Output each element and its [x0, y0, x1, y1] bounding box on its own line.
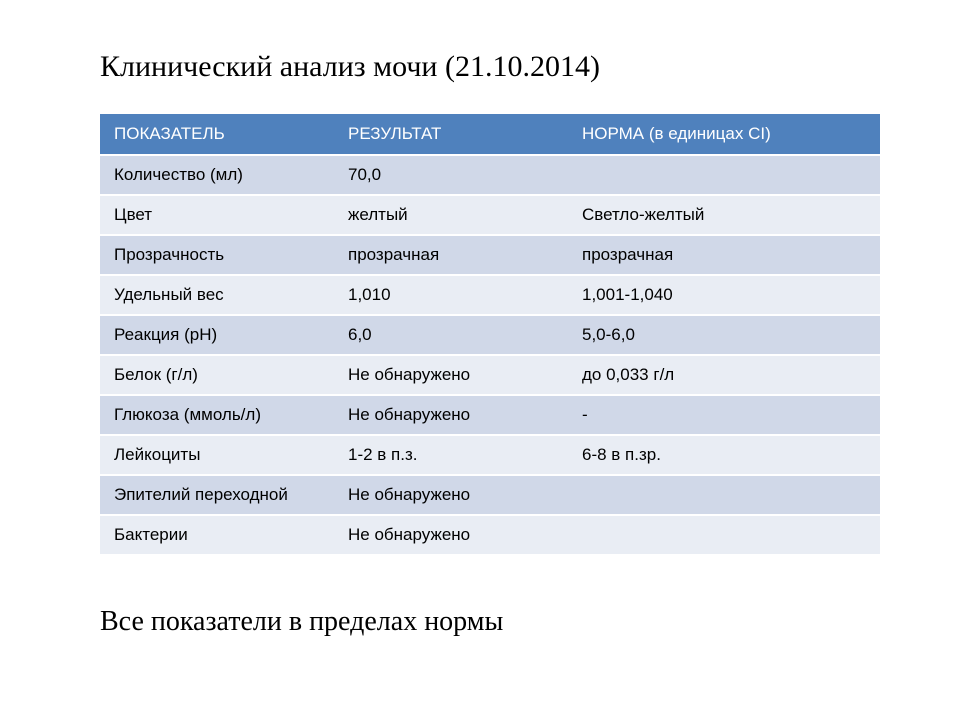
cell-param: Удельный вес [100, 275, 334, 315]
cell-norm [568, 515, 880, 555]
cell-param: Бактерии [100, 515, 334, 555]
page-title: Клинический анализ мочи (21.10.2014) [100, 50, 880, 84]
cell-result: Не обнаружено [334, 355, 568, 395]
cell-param: Реакция (рН) [100, 315, 334, 355]
cell-result: 1,010 [334, 275, 568, 315]
cell-param: Количество (мл) [100, 155, 334, 195]
table-row: Лейкоциты 1-2 в п.з. 6-8 в п.зр. [100, 435, 880, 475]
cell-norm [568, 475, 880, 515]
cell-result: 1-2 в п.з. [334, 435, 568, 475]
cell-result: 6,0 [334, 315, 568, 355]
cell-result: 70,0 [334, 155, 568, 195]
col-header-param: ПОКАЗАТЕЛЬ [100, 114, 334, 155]
cell-norm: Светло-желтый [568, 195, 880, 235]
cell-norm [568, 155, 880, 195]
cell-result: Не обнаружено [334, 395, 568, 435]
cell-result: желтый [334, 195, 568, 235]
table-row: Количество (мл) 70,0 [100, 155, 880, 195]
table-row: Глюкоза (ммоль/л) Не обнаружено - [100, 395, 880, 435]
cell-norm: - [568, 395, 880, 435]
col-header-result: РЕЗУЛЬТАТ [334, 114, 568, 155]
cell-norm: 5,0-6,0 [568, 315, 880, 355]
cell-result: Не обнаружено [334, 515, 568, 555]
cell-param: Белок (г/л) [100, 355, 334, 395]
cell-norm: до 0,033 г/л [568, 355, 880, 395]
table-row: Цвет желтый Светло-желтый [100, 195, 880, 235]
cell-result: Не обнаружено [334, 475, 568, 515]
table-row: Бактерии Не обнаружено [100, 515, 880, 555]
slide: Клинический анализ мочи (21.10.2014) ПОК… [0, 0, 960, 720]
cell-norm: прозрачная [568, 235, 880, 275]
table-row: Удельный вес 1,010 1,001-1,040 [100, 275, 880, 315]
cell-param: Эпителий переходной [100, 475, 334, 515]
summary-note: Все показатели в пределах нормы [100, 606, 880, 638]
cell-param: Лейкоциты [100, 435, 334, 475]
table-row: Белок (г/л) Не обнаружено до 0,033 г/л [100, 355, 880, 395]
cell-norm: 6-8 в п.зр. [568, 435, 880, 475]
cell-param: Цвет [100, 195, 334, 235]
cell-param: Глюкоза (ммоль/л) [100, 395, 334, 435]
cell-norm: 1,001-1,040 [568, 275, 880, 315]
cell-param: Прозрачность [100, 235, 334, 275]
table-header-row: ПОКАЗАТЕЛЬ РЕЗУЛЬТАТ НОРМА (в единицах С… [100, 114, 880, 155]
table-row: Эпителий переходной Не обнаружено [100, 475, 880, 515]
table-row: Прозрачность прозрачная прозрачная [100, 235, 880, 275]
col-header-norm: НОРМА (в единицах СI) [568, 114, 880, 155]
cell-result: прозрачная [334, 235, 568, 275]
table-row: Реакция (рН) 6,0 5,0-6,0 [100, 315, 880, 355]
urinalysis-table: ПОКАЗАТЕЛЬ РЕЗУЛЬТАТ НОРМА (в единицах С… [100, 114, 880, 556]
